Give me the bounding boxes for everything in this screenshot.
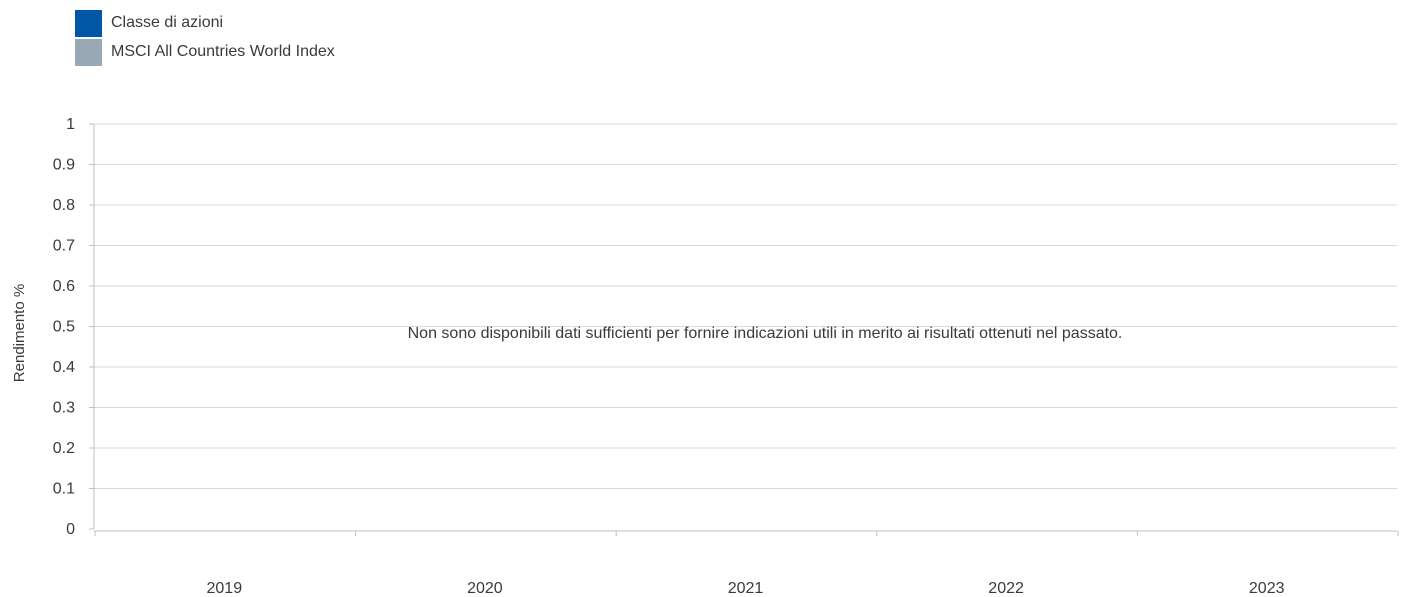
y-axis-ticks: 0 0.1 0.2 0.3 0.4 0.5 0.6 0.7 0.8 0.9 1 — [53, 116, 95, 538]
y-tick-label: 0.9 — [53, 157, 75, 174]
legend-swatch-index — [75, 38, 102, 66]
x-axis-ticks: 2019 2020 2021 2022 2023 — [94, 531, 1399, 597]
x-tick-label: 2022 — [988, 580, 1024, 597]
legend-swatch-share-class — [75, 9, 102, 37]
x-tick-label: 2019 — [207, 580, 243, 597]
y-tick-label: 0.4 — [53, 359, 75, 376]
x-tick-label: 2020 — [467, 580, 503, 597]
y-tick-label: 0.5 — [53, 319, 75, 336]
x-tick-label: 2021 — [728, 580, 764, 597]
y-tick-label: 0.1 — [53, 481, 75, 498]
chart-legend: Classe di azioni MSCI All Countries Worl… — [75, 9, 335, 68]
legend-label-share-class: Classe di azioni — [111, 14, 224, 31]
y-tick-label: 0.6 — [53, 278, 75, 295]
y-tick-label: 0.8 — [53, 197, 75, 214]
no-data-annotation: Non sono disponibili dati sufficienti pe… — [408, 325, 1123, 342]
legend-item-index: MSCI All Countries World Index — [75, 38, 335, 66]
y-tick-label: 0 — [66, 521, 75, 538]
y-axis-title: Rendimento % — [11, 284, 28, 382]
y-tick-label: 0.7 — [53, 238, 75, 255]
legend-label-index: MSCI All Countries World Index — [111, 43, 335, 60]
gridlines — [94, 123, 1397, 489]
y-tick-label: 1 — [66, 116, 75, 133]
legend-item-share-class: Classe di azioni — [75, 9, 335, 37]
y-tick-label: 0.3 — [53, 400, 75, 417]
x-tick-label: 2023 — [1249, 580, 1285, 597]
y-tick-label: 0.2 — [53, 440, 75, 457]
